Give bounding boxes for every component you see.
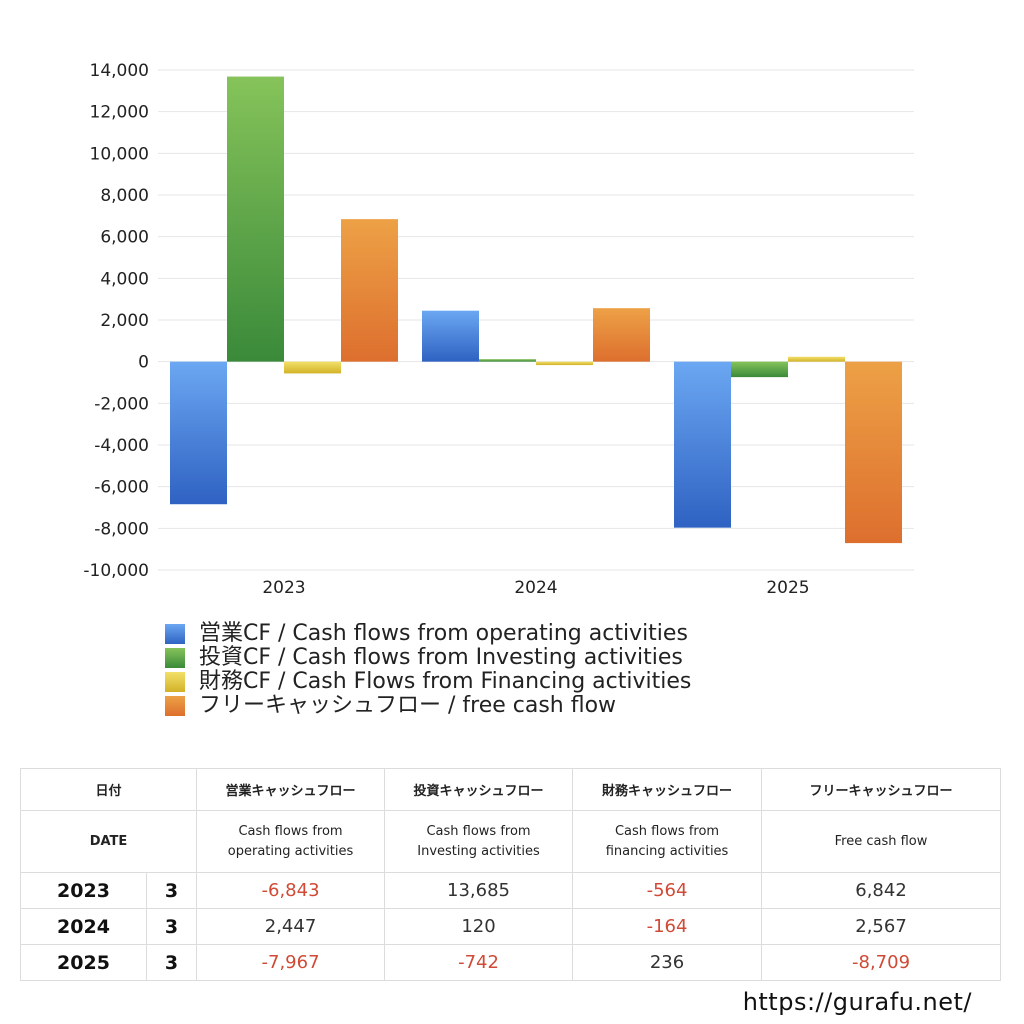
header-free: フリーキャッシュフロー xyxy=(761,768,1002,811)
bars xyxy=(170,76,902,544)
header-investing: 投資キャッシュフロー xyxy=(384,768,574,811)
y-tick-label: -4,000 xyxy=(94,436,149,456)
chart-legend: 営業CF / Cash flows from operating activit… xyxy=(165,622,691,718)
table-row: 2025 3 -7,967 -742 236 -8,709 xyxy=(20,944,1002,981)
row-investing-value: 120 xyxy=(384,908,574,945)
x-axis-ticks: 2023 2024 2025 xyxy=(262,578,809,598)
y-tick-label: 12,000 xyxy=(90,103,149,123)
legend-swatch-operating xyxy=(165,624,185,644)
bar-free-2023 xyxy=(341,219,398,362)
y-tick-label: 14,000 xyxy=(90,61,149,81)
bar-financing-2025 xyxy=(788,356,845,362)
bar-financing-2023 xyxy=(284,361,341,374)
y-tick-label: -6,000 xyxy=(94,478,149,498)
row-investing-value: -742 xyxy=(384,944,574,981)
x-tick-label: 2025 xyxy=(766,578,809,598)
x-tick-label: 2024 xyxy=(514,578,557,598)
y-tick-label: 4,000 xyxy=(100,269,149,289)
row-month: 3 xyxy=(145,908,198,945)
header-operating: 営業キャッシュフロー xyxy=(196,768,386,811)
legend-label-free: フリーキャッシュフロー / free cash flow xyxy=(199,693,617,718)
y-tick-label: -8,000 xyxy=(94,519,149,539)
subheader-operating-line2: operating activities xyxy=(227,843,354,859)
subheader-investing-line1: Cash flows from xyxy=(426,823,531,839)
bar-operating-2025 xyxy=(674,361,731,528)
subheader-financing-line2: financing activities xyxy=(605,843,729,859)
bar-investing-2024 xyxy=(479,359,536,362)
legend-label-investing: 投資CF / Cash flows from Investing activit… xyxy=(199,645,683,670)
legend-item-financing: 財務CF / Cash Flows from Financing activit… xyxy=(165,670,691,694)
row-year: 2023 xyxy=(20,872,147,909)
cash-flow-bar-chart: 14,000 12,000 10,000 8,000 6,000 4,000 2,000 0 -… xyxy=(83,61,914,598)
legend-swatch-financing xyxy=(165,672,185,692)
row-month: 3 xyxy=(145,944,198,981)
table-row: 2023 3 -6,843 13,685 -564 6,842 xyxy=(20,872,1002,909)
row-financing-value: 236 xyxy=(572,944,763,981)
legend-swatch-investing xyxy=(165,648,185,668)
table-row: 2024 3 2,447 120 -164 2,567 xyxy=(20,908,1002,945)
row-free-value: 6,842 xyxy=(761,872,1002,909)
table-header-row: 日付 営業キャッシュフロー 投資キャッシュフロー 財務キャッシュフロー フリーキ… xyxy=(19,768,1002,811)
row-operating-value: -7,967 xyxy=(196,944,386,981)
y-tick-label: 2,000 xyxy=(100,311,149,331)
row-operating-value: 2,447 xyxy=(196,908,386,945)
bar-operating-2024 xyxy=(422,310,479,362)
y-tick-label: 0 xyxy=(138,353,149,373)
row-year: 2025 xyxy=(20,944,147,981)
legend-item-free: フリーキャッシュフロー / free cash flow xyxy=(165,694,691,718)
row-year: 2024 xyxy=(20,908,147,945)
subheader-free: Free cash flow xyxy=(761,810,1002,873)
bar-financing-2024 xyxy=(536,361,593,366)
subheader-investing-line2: Investing activities xyxy=(417,843,540,859)
legend-item-operating: 営業CF / Cash flows from operating activit… xyxy=(165,622,691,646)
subheader-financing-line1: Cash flows from xyxy=(614,823,720,839)
y-tick-label: 6,000 xyxy=(100,228,149,248)
bar-operating-2023 xyxy=(170,361,227,505)
legend-swatch-free xyxy=(165,696,185,716)
subheader-operating-line1: Cash flows from xyxy=(238,823,343,839)
y-tick-label: -10,000 xyxy=(83,561,149,581)
header-date: 日付 xyxy=(19,768,198,811)
bar-free-2025 xyxy=(845,361,902,544)
y-tick-label: 8,000 xyxy=(100,186,149,206)
row-investing-value: 13,685 xyxy=(384,872,574,909)
bar-investing-2025 xyxy=(731,361,788,378)
subheader-investing: Cash flows from Investing activities xyxy=(384,810,574,873)
cash-flow-table: 日付 営業キャッシュフロー 投資キャッシュフロー 財務キャッシュフロー フリーキ… xyxy=(19,768,1002,981)
row-free-value: -8,709 xyxy=(761,944,1002,981)
subheader-date: DATE xyxy=(19,810,198,873)
row-financing-value: -164 xyxy=(572,908,763,945)
y-axis-ticks: 14,000 12,000 10,000 8,000 6,000 4,000 2,000 0 -… xyxy=(83,61,149,581)
legend-item-investing: 投資CF / Cash flows from Investing activit… xyxy=(165,646,691,670)
site-url[interactable]: https://gurafu.net/ xyxy=(742,988,972,1016)
subheader-operating: Cash flows from operating activities xyxy=(196,810,386,873)
legend-label-operating: 営業CF / Cash flows from operating activit… xyxy=(199,621,688,646)
row-financing-value: -564 xyxy=(572,872,763,909)
subheader-financing: Cash flows from financing activities xyxy=(572,810,763,873)
table-subheader-row: DATE Cash flows from operating activities… xyxy=(19,810,1002,873)
row-operating-value: -6,843 xyxy=(196,872,386,909)
x-tick-label: 2023 xyxy=(262,578,305,598)
bar-investing-2023 xyxy=(227,76,284,362)
y-tick-label: -2,000 xyxy=(94,394,149,414)
legend-label-financing: 財務CF / Cash Flows from Financing activit… xyxy=(199,669,692,694)
bar-free-2024 xyxy=(593,308,650,362)
row-month: 3 xyxy=(145,872,198,909)
row-free-value: 2,567 xyxy=(761,908,1002,945)
header-financing: 財務キャッシュフロー xyxy=(572,768,763,811)
y-tick-label: 10,000 xyxy=(90,144,149,164)
